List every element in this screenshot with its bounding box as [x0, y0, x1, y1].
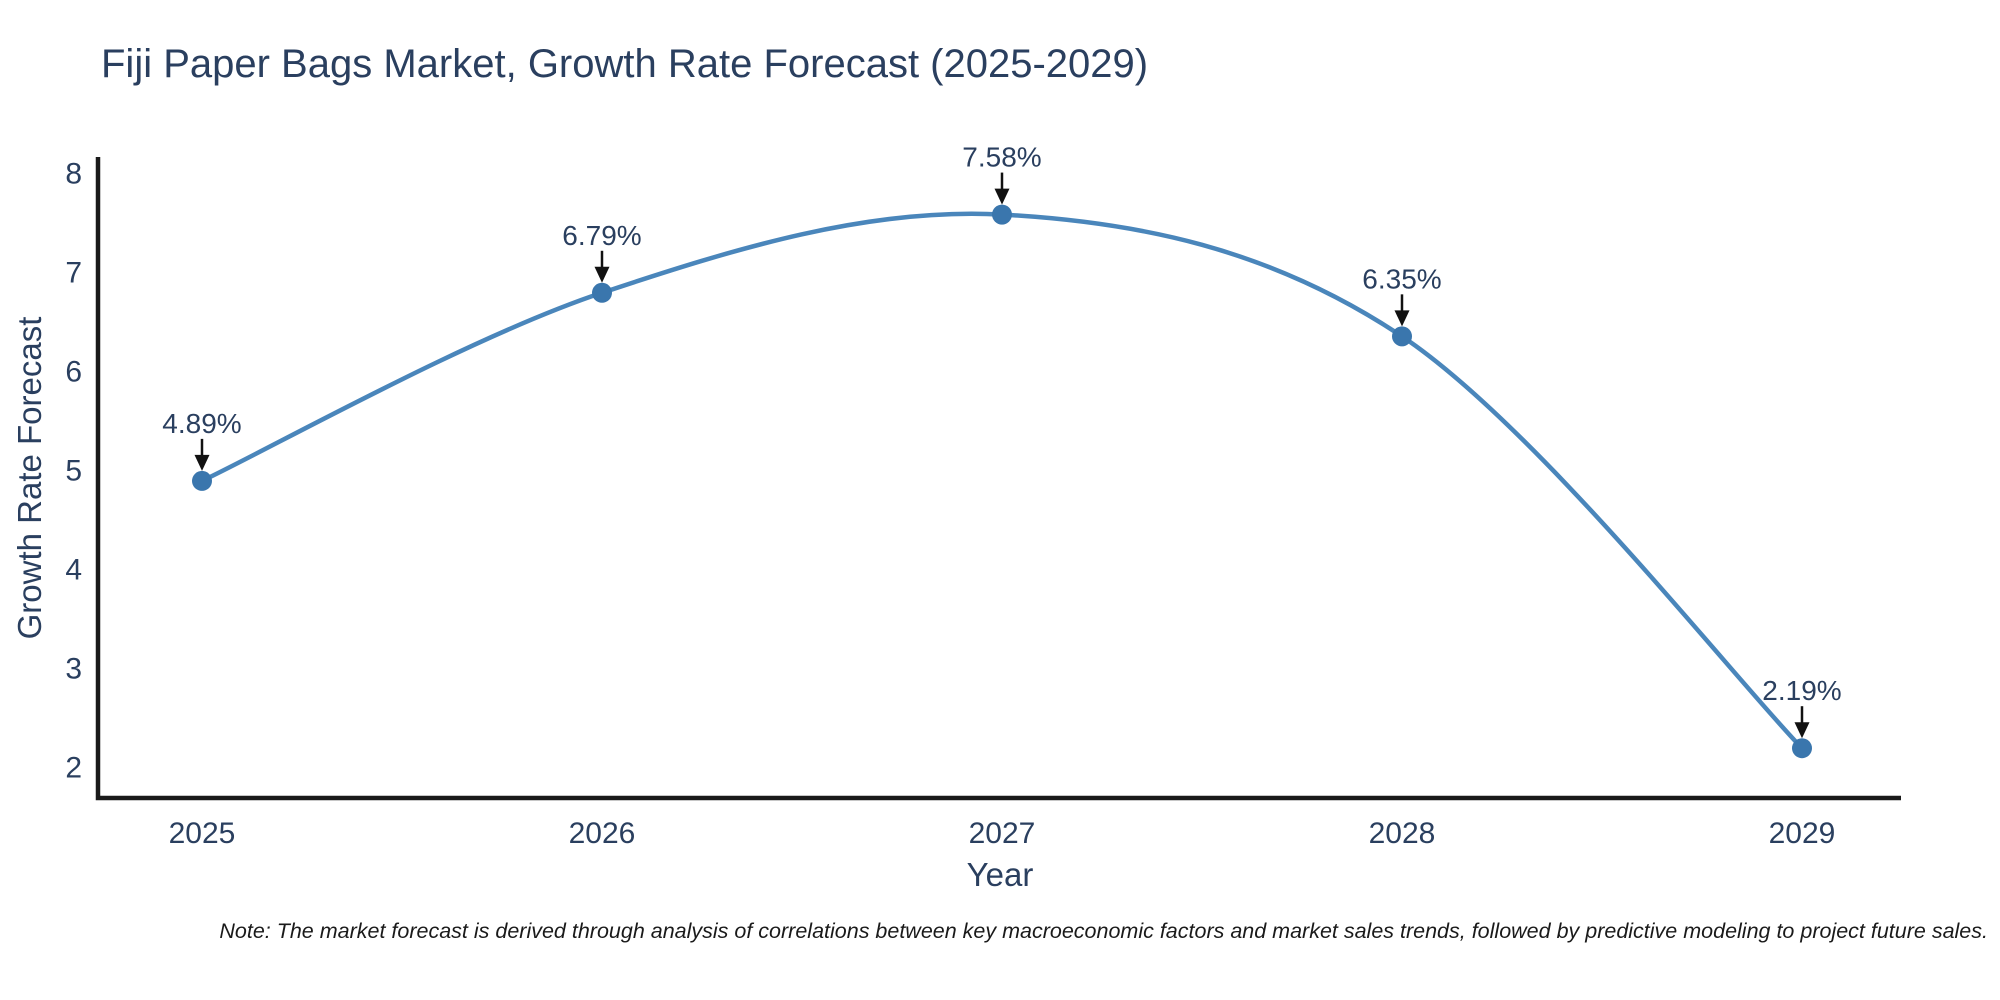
y-tick-label: 2 [65, 752, 82, 785]
x-axis-title: Year [966, 856, 1034, 893]
annotation-arrow-head [1394, 310, 1410, 327]
y-tick-label: 7 [65, 257, 82, 290]
annotation-arrow-head [1794, 722, 1810, 739]
y-tick-label: 8 [65, 158, 82, 191]
footnote: Note: The market forecast is derived thr… [219, 919, 1988, 943]
y-tick-label: 3 [65, 653, 82, 686]
x-tick-label: 2028 [1369, 817, 1436, 850]
x-tick-label: 2027 [969, 817, 1036, 850]
trend-line [199, 211, 1805, 751]
x-tick-label: 2025 [169, 817, 236, 850]
data-point-label: 6.79% [562, 220, 641, 251]
data-point-label: 4.89% [162, 408, 241, 439]
data-point-label: 2.19% [1762, 675, 1841, 706]
data-point-marker[interactable] [1392, 326, 1412, 347]
axis-spine [95, 157, 1901, 801]
y-tick-label: 5 [65, 455, 82, 488]
x-tick-label: 2029 [1769, 817, 1836, 850]
data-point-marker[interactable] [592, 282, 612, 303]
chart-title: Fiji Paper Bags Market, Growth Rate Fore… [101, 42, 1149, 86]
x-tick-label: 2026 [569, 817, 636, 850]
y-tick-label: 6 [65, 356, 82, 389]
data-point-marker[interactable] [992, 204, 1012, 225]
y-tick-label: 4 [65, 554, 82, 587]
annotation-arrow-head [194, 454, 210, 471]
data-point-label: 7.58% [962, 142, 1041, 173]
data-point-marker[interactable] [1792, 738, 1812, 759]
data-point-label: 6.35% [1362, 263, 1441, 294]
data-point-marker[interactable] [192, 470, 212, 491]
annotation-arrow-head [994, 188, 1010, 205]
annotation-arrow-head [594, 266, 610, 283]
